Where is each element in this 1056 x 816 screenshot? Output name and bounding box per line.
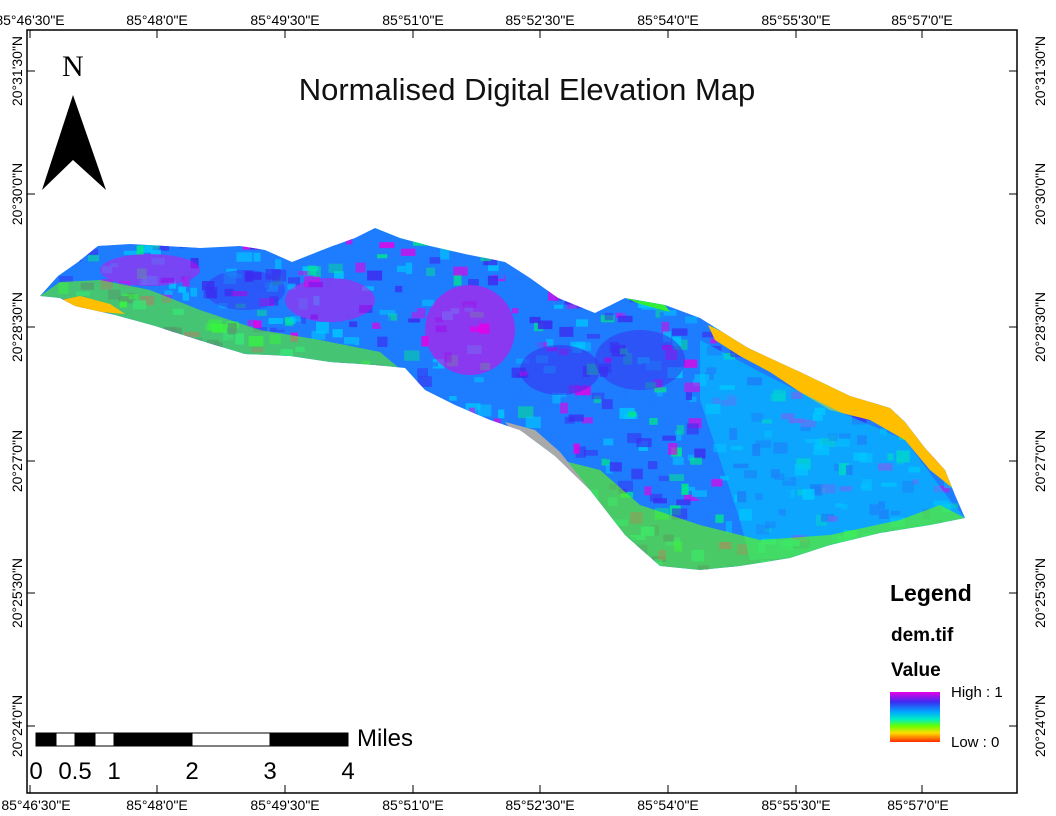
longitude-label-bottom: 85°52'30"E xyxy=(505,797,575,813)
map-title: Normalised Digital Elevation Map xyxy=(298,72,756,107)
green-belt-south xyxy=(560,460,965,570)
scale-tick-label: 0 xyxy=(29,758,43,785)
latitude-label-left: 20°27'0"N xyxy=(9,429,25,493)
legend-high-label: High : 1 xyxy=(951,684,1003,701)
scale-segment xyxy=(74,732,96,747)
scale-tick-label: 1 xyxy=(107,758,121,785)
latitude-label-left: 20°25'30"N xyxy=(9,557,25,629)
scale-segment xyxy=(55,732,76,747)
latitude-label-right: 20°28'30"N xyxy=(1032,291,1048,363)
longitude-label-bottom: 85°49'30"E xyxy=(250,797,320,813)
longitude-label-top: 85°57'0"E xyxy=(891,12,953,28)
green-edge-northeast xyxy=(625,298,670,312)
longitude-label-bottom: 85°54'0"E xyxy=(637,797,699,813)
latitude-label-right: 20°27'0"N xyxy=(1032,429,1048,493)
latitude-label-right: 20°31'30"N xyxy=(1032,35,1048,107)
scale-tick-label: 4 xyxy=(341,758,355,785)
legend-low-label: Low : 0 xyxy=(951,734,1000,751)
longitude-label-top: 85°55'30"E xyxy=(761,12,831,28)
longitude-label-top: 85°48'0"E xyxy=(126,12,188,28)
scale-segment xyxy=(191,732,271,747)
longitude-label-top: 85°49'30"E xyxy=(250,12,320,28)
longitude-ticks-top xyxy=(29,30,923,38)
legend-color-ramp xyxy=(890,692,940,742)
longitude-label-top: 85°54'0"E xyxy=(637,12,699,28)
longitude-label-bottom: 85°51'0"E xyxy=(382,797,444,813)
legend-value-heading: Value xyxy=(891,660,941,681)
north-letter: N xyxy=(62,50,84,83)
low-band-west xyxy=(40,280,425,390)
legend-title: Legend xyxy=(890,580,972,606)
longitude-label-top: 85°52'30"E xyxy=(505,12,575,28)
scale-tick-label: 3 xyxy=(263,758,277,785)
north-arrow-icon xyxy=(42,95,106,190)
longitude-label-bottom: 85°48'0"E xyxy=(126,797,188,813)
longitude-label-bottom: 85°57'0"E xyxy=(887,797,949,813)
latitude-label-left: 20°30'0"N xyxy=(9,162,25,226)
lowest-strip-west xyxy=(62,296,125,314)
latitude-label-right: 20°24'0"N xyxy=(1032,694,1048,758)
latitude-label-left: 20°24'0"N xyxy=(9,694,25,758)
latitude-ticks-right xyxy=(1009,70,1017,727)
longitude-label-bottom: 85°55'30"E xyxy=(761,797,831,813)
longitude-label-top: 85°46'30"E xyxy=(0,12,65,28)
cyan-belt-east xyxy=(700,340,965,560)
scale-bar xyxy=(35,732,349,747)
scale-tick-label: 2 xyxy=(185,758,199,785)
scale-segment xyxy=(113,732,193,747)
scale-tick-label: 0.5 xyxy=(58,758,92,785)
latitude-label-right: 20°25'30"N xyxy=(1032,557,1048,629)
latitude-label-left: 20°31'30"N xyxy=(9,35,25,107)
legend-layer-name: dem.tif xyxy=(891,625,954,646)
sediment-east xyxy=(708,325,955,490)
latitude-label-right: 20°30'0"N xyxy=(1032,162,1048,226)
scale-segment xyxy=(94,732,115,747)
longitude-label-top: 85°51'0"E xyxy=(382,12,444,28)
scale-segment xyxy=(35,732,57,747)
latitude-label-left: 20°28'30"N xyxy=(9,291,25,363)
latitude-ticks-left xyxy=(27,70,35,727)
scale-segment xyxy=(269,732,349,747)
longitude-label-bottom: 85°46'30"E xyxy=(1,797,71,813)
scale-unit: Miles xyxy=(357,725,414,752)
longitude-ticks-bottom xyxy=(29,785,923,793)
